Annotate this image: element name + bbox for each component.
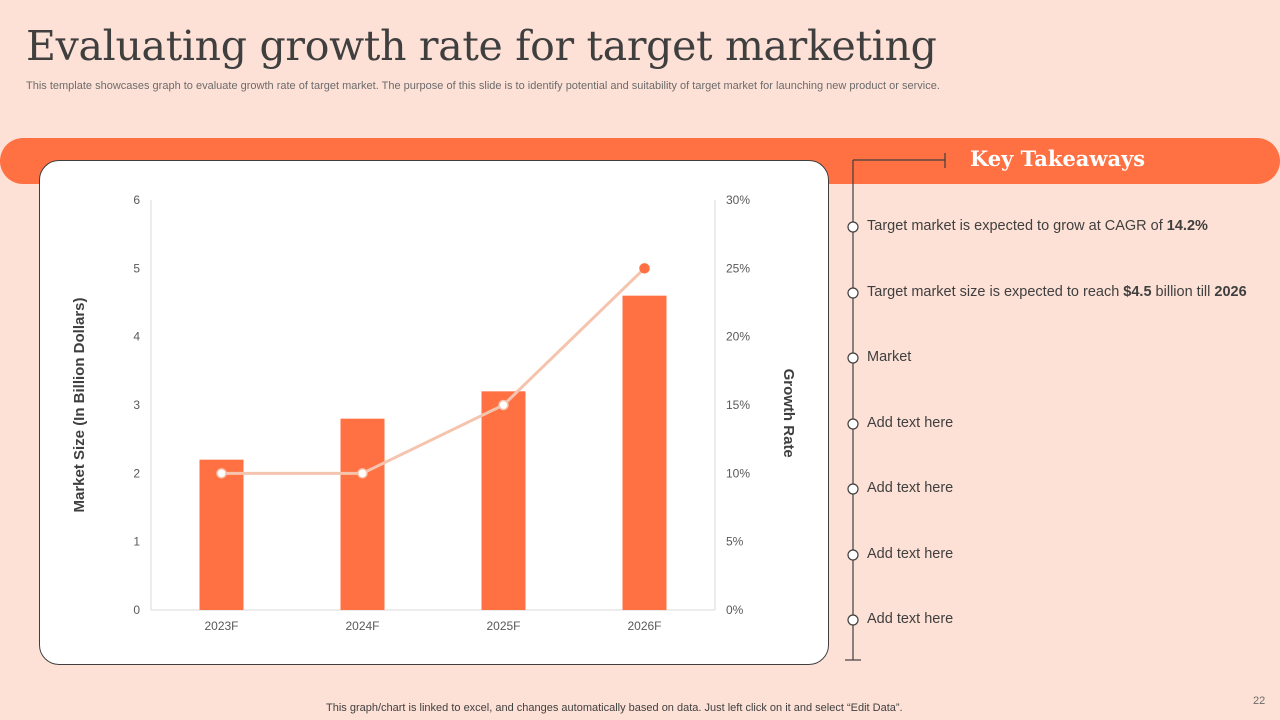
y2-tick-label: 20% [726,330,750,344]
takeaway-item: Add text here [867,480,953,496]
y-tick-label: 6 [133,193,140,207]
timeline-dot [847,418,859,430]
y2-tick-label: 5% [726,535,744,549]
bar-market-size [199,459,244,610]
timeline-dot [847,287,859,299]
page-subtitle: This template showcases graph to evaluat… [26,80,940,92]
x-tick-label: 2026F [627,619,661,633]
takeaway-item: Add text here [867,611,953,627]
takeaway-item: Target market size is expected to reach … [867,284,1247,300]
takeaway-item: Add text here [867,415,953,431]
takeaway-text-pre: Add text here [867,415,954,431]
takeaway-item: Market [867,349,911,365]
point-growth-rate [216,468,227,479]
takeaway-text-pre: Add text here [867,611,954,627]
takeaway-text-mid: billion till [1151,284,1215,300]
y-tick-label: 3 [133,398,140,412]
timeline-dot [847,352,859,364]
timeline-dot [847,221,859,233]
takeaway-text-pre: Add text here [867,480,954,496]
point-growth-rate [639,263,650,274]
chart-card[interactable]: 0 1 2 3 4 5 6 0% 5% 10% 15% 20% 25% 30% 2023F 2024F 2025… [39,160,829,665]
takeaway-text-pre: Target market is expected to grow at CAG… [867,218,1167,234]
timeline-dot [847,483,859,495]
takeaway-text-b1: $4.5 [1123,284,1152,300]
page-title: Evaluating growth rate for target market… [26,22,937,70]
y2-tick-label: 0% [726,603,744,617]
y2-axis-title: Growth Rate [780,369,797,458]
y-tick-label: 0 [133,603,140,617]
bar-market-size [340,418,385,610]
bar-market-size [622,295,667,610]
x-tick-label: 2025F [486,619,520,633]
x-tick-label: 2024F [345,619,379,633]
bar-market-size [481,391,526,610]
footer-note: This graph/chart is linked to excel, and… [326,702,903,714]
y-axis-title: Market Size (In Billion Dollars) [71,297,88,512]
timeline-dot [847,549,859,561]
point-growth-rate [498,399,509,411]
takeaway-item: Add text here [867,546,953,562]
y-tick-label: 2 [133,466,140,480]
line-growth-rate [221,267,646,475]
key-takeaways-title: Key Takeaways [970,146,1146,171]
timeline-dot [847,614,859,626]
takeaway-text-pre: Market [867,349,912,365]
takeaway-item: Target market is expected to grow at CAG… [867,218,1208,234]
takeaway-text-b1: 14.2% [1166,218,1208,234]
page-number: 22 [1253,695,1266,707]
takeaway-text-pre: Target market size is expected to reach [867,284,1124,300]
combo-chart[interactable]: 0 1 2 3 4 5 6 0% 5% 10% 15% 20% 25% 30% 2023F 2024F 2025… [40,161,828,664]
point-growth-rate [357,468,368,479]
y2-tick-label: 25% [726,261,750,275]
takeaway-text-b2: 2026 [1214,284,1247,300]
x-tick-label: 2023F [204,619,238,633]
takeaway-text-pre: Add text here [867,546,954,562]
y-tick-label: 1 [133,535,140,549]
y-tick-label: 4 [133,330,140,344]
y2-tick-label: 15% [726,398,750,412]
y-tick-label: 5 [133,261,140,275]
y2-tick-label: 10% [726,466,750,480]
y2-tick-label: 30% [726,193,750,207]
